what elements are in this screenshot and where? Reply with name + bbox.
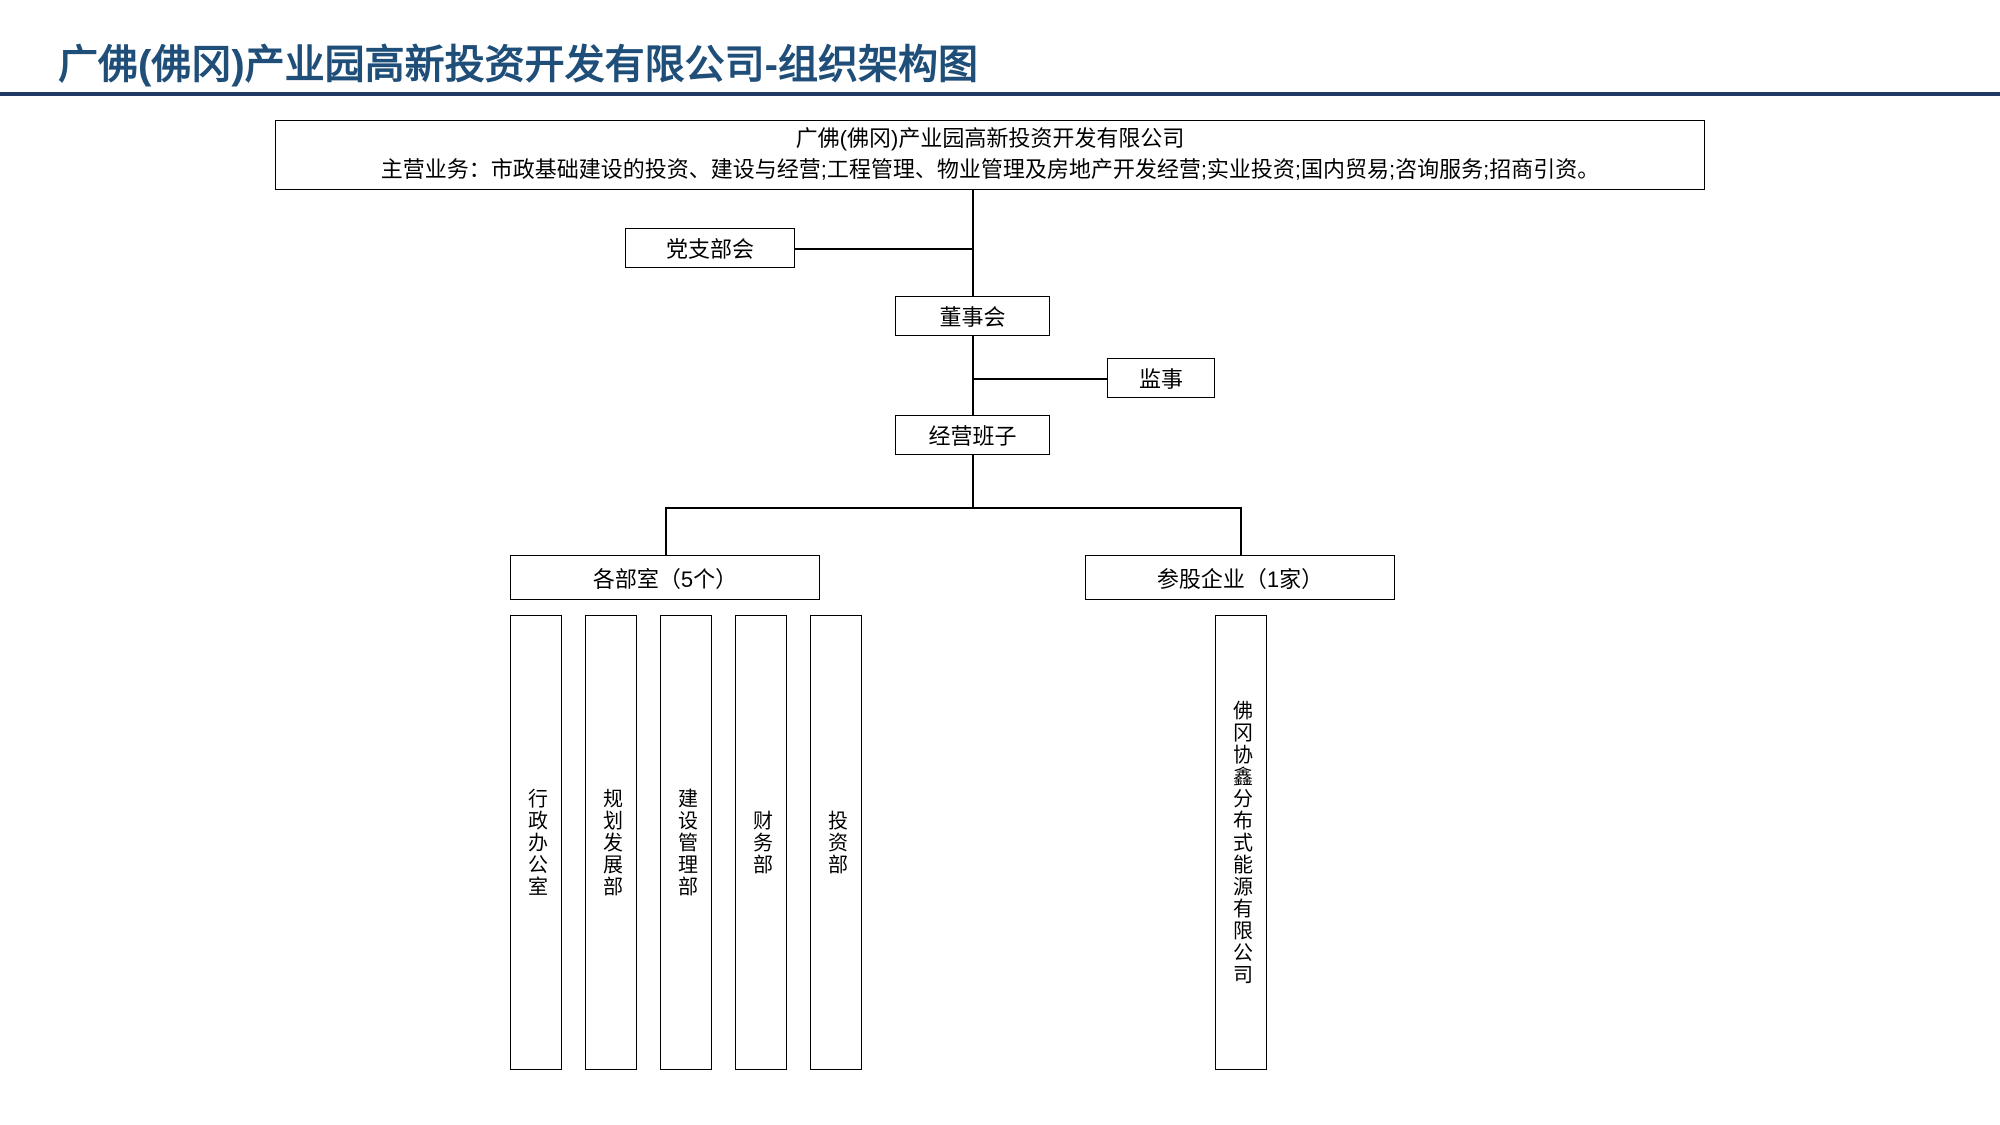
connector-line bbox=[972, 336, 974, 415]
org-subsidiary-1: 佛冈协鑫分布式能源有限公司 bbox=[1215, 615, 1267, 1070]
connector-line bbox=[972, 378, 1107, 380]
org-dept-finance: 财务部 bbox=[735, 615, 787, 1070]
connector-line bbox=[665, 507, 667, 555]
org-root-line1: 广佛(佛冈)产业园高新投资开发有限公司 bbox=[796, 124, 1185, 155]
org-depts-label: 各部室（5个） bbox=[510, 555, 820, 600]
page-title: 广佛(佛冈)产业园高新投资开发有限公司-组织架构图 bbox=[58, 32, 978, 90]
org-invest-label: 参股企业（1家） bbox=[1085, 555, 1395, 600]
title-underline bbox=[0, 92, 2000, 96]
org-dept-admin: 行政办公室 bbox=[510, 615, 562, 1070]
org-root: 广佛(佛冈)产业园高新投资开发有限公司 主营业务：市政基础建设的投资、建设与经营… bbox=[275, 120, 1705, 190]
org-dept-investment: 投资部 bbox=[810, 615, 862, 1070]
org-management: 经营班子 bbox=[895, 415, 1050, 455]
org-dept-construction: 建设管理部 bbox=[660, 615, 712, 1070]
org-party-branch: 党支部会 bbox=[625, 228, 795, 268]
org-dept-planning: 规划发展部 bbox=[585, 615, 637, 1070]
connector-line bbox=[665, 507, 1240, 509]
org-supervisor: 监事 bbox=[1107, 358, 1215, 398]
connector-line bbox=[972, 190, 974, 296]
org-board: 董事会 bbox=[895, 296, 1050, 336]
connector-line bbox=[972, 455, 974, 507]
org-root-line2: 主营业务：市政基础建设的投资、建设与经营;工程管理、物业管理及房地产开发经营;实… bbox=[381, 155, 1600, 186]
connector-line bbox=[795, 248, 972, 250]
connector-line bbox=[1240, 507, 1242, 555]
